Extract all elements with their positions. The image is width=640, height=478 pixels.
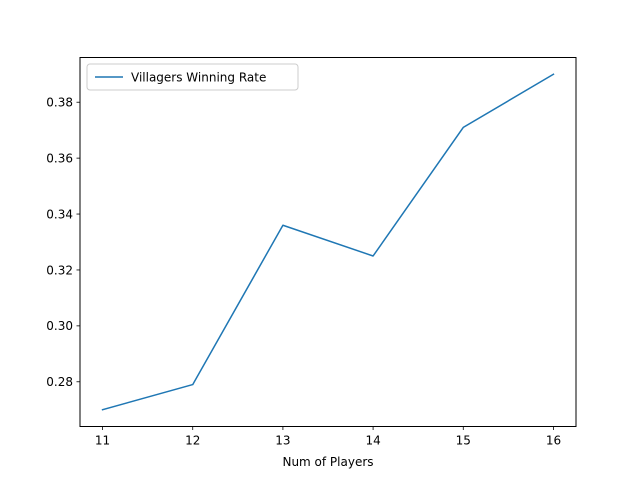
x-tick-label: 16 xyxy=(546,434,561,448)
series-line xyxy=(101,73,555,411)
y-tick-label: 0.28 xyxy=(46,375,73,389)
x-tick-label: 11 xyxy=(95,434,110,448)
x-axis-label: Num of Players xyxy=(282,455,373,469)
y-tick-label: 0.36 xyxy=(46,151,73,165)
x-tick-label: 13 xyxy=(275,434,290,448)
y-tick-label: 0.30 xyxy=(46,319,73,333)
legend: Villagers Winning Rate xyxy=(86,63,299,91)
y-tick-label: 0.38 xyxy=(46,96,73,110)
plot-frame xyxy=(79,57,577,427)
x-axis-ticks: 11 12 13 14 15 16 xyxy=(95,426,561,448)
x-tick-label: 14 xyxy=(365,434,380,448)
legend-box xyxy=(86,63,299,91)
y-tick-label: 0.32 xyxy=(46,263,73,277)
series-layer xyxy=(101,73,555,411)
y-axis-ticks: 0.28 0.30 0.32 0.34 0.36 0.38 xyxy=(46,96,80,389)
legend-entry-label: Villagers Winning Rate xyxy=(131,71,266,85)
x-tick-label: 15 xyxy=(456,434,471,448)
x-tick-label: 12 xyxy=(185,434,200,448)
y-tick-label: 0.34 xyxy=(46,207,73,221)
